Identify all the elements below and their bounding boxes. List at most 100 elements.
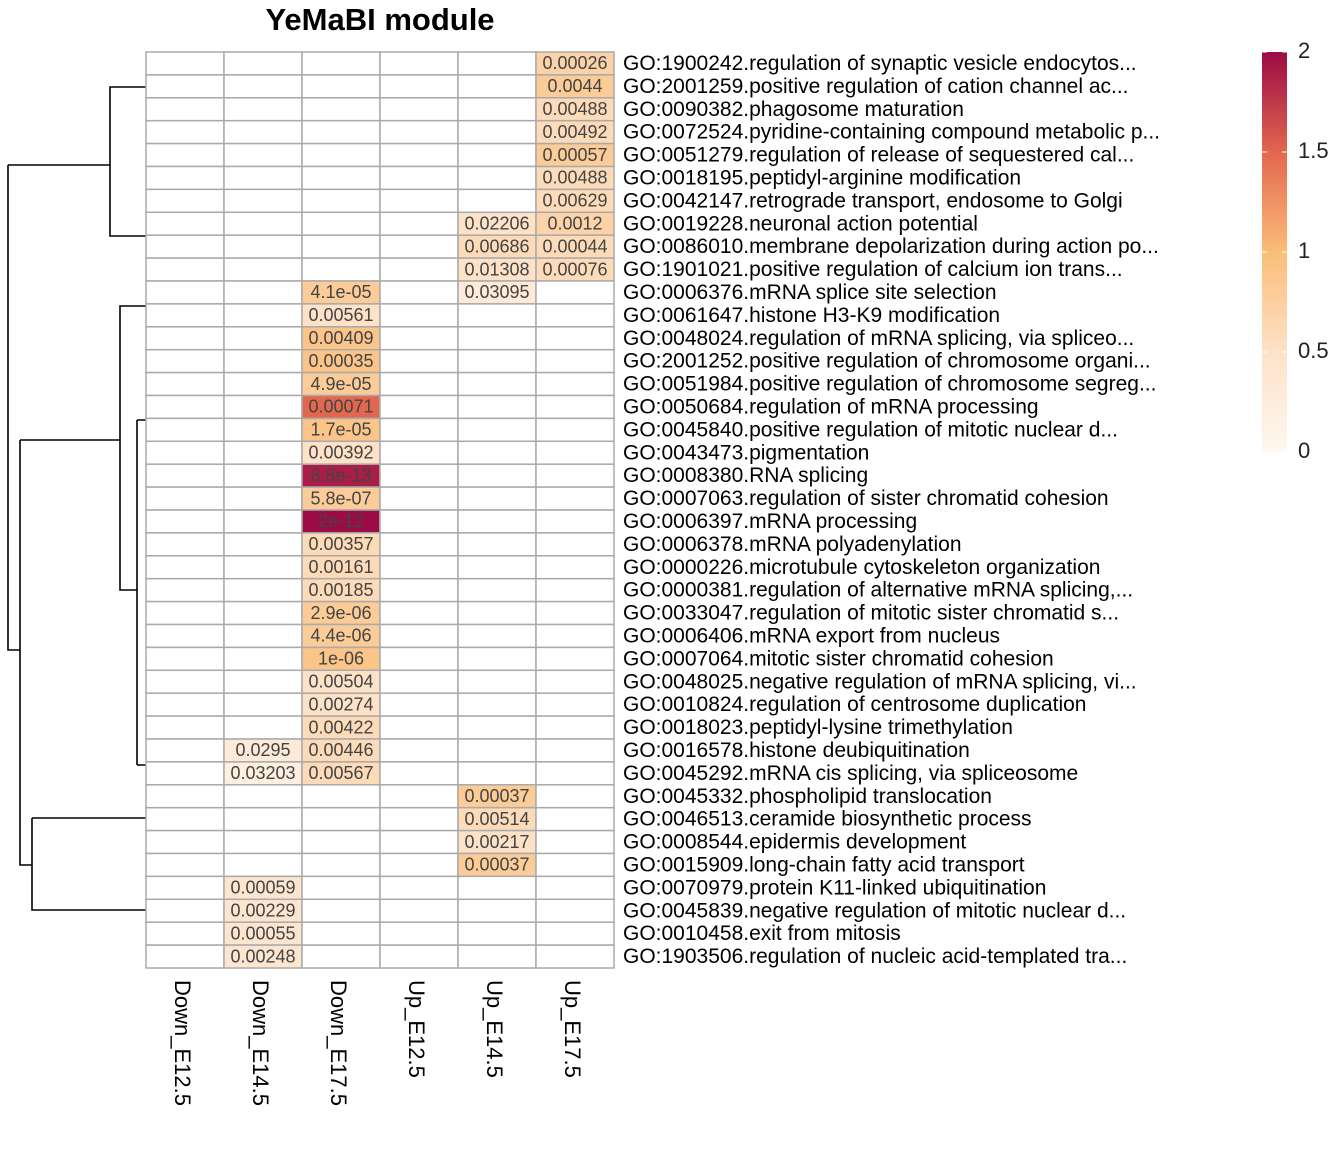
empty-cell bbox=[379, 852, 459, 878]
row-label: GO:0006378.mRNA polyadenylation bbox=[623, 533, 962, 556]
row-label: GO:0045332.phospholipid translocation bbox=[623, 785, 992, 808]
empty-cell bbox=[379, 394, 459, 420]
empty-cell bbox=[535, 371, 615, 397]
empty-cell bbox=[301, 944, 381, 969]
cell-label: 0.00059 bbox=[230, 878, 295, 898]
empty-cell bbox=[223, 97, 303, 122]
empty-cell bbox=[457, 669, 537, 694]
row-label: GO:0045839.negative regulation of mitoti… bbox=[623, 899, 1126, 922]
empty-cell bbox=[301, 898, 381, 923]
column-label: Up_E17.5 bbox=[560, 980, 585, 1078]
empty-cell bbox=[223, 74, 303, 99]
empty-cell bbox=[301, 74, 381, 99]
empty-cell bbox=[145, 142, 225, 168]
colorbar-tick-label: 2 bbox=[1298, 38, 1310, 63]
colorbar-tick-label: 1 bbox=[1298, 238, 1310, 263]
empty-cell bbox=[457, 532, 537, 557]
empty-cell bbox=[223, 417, 303, 443]
cell-label: 0.00229 bbox=[230, 901, 295, 921]
row-label: GO:0051279.regulation of release of sequ… bbox=[623, 144, 1134, 167]
empty-cell bbox=[457, 97, 537, 122]
cell-label: 1.7e-05 bbox=[310, 420, 371, 440]
empty-cell bbox=[379, 509, 459, 534]
empty-cell bbox=[145, 898, 225, 923]
cell-label: 0.00488 bbox=[542, 168, 607, 188]
empty-cell bbox=[223, 440, 303, 465]
empty-cell bbox=[223, 165, 303, 191]
empty-cell bbox=[379, 463, 459, 488]
empty-cell bbox=[535, 692, 615, 717]
row-label: GO:0010824.regulation of centrosome dupl… bbox=[623, 693, 1086, 716]
empty-cell bbox=[535, 875, 615, 901]
row-label: GO:0006397.mRNA processing bbox=[623, 510, 917, 533]
empty-cell bbox=[379, 440, 459, 465]
cell-label: 2.9e-06 bbox=[310, 603, 371, 623]
cell-label: 0.0295 bbox=[235, 740, 290, 760]
empty-cell bbox=[223, 646, 303, 672]
row-label: GO:0000226.microtubule cytoskeleton orga… bbox=[623, 556, 1100, 579]
empty-cell bbox=[457, 555, 537, 580]
empty-cell bbox=[145, 348, 225, 374]
row-label: GO:0061647.histone H3-K9 modification bbox=[623, 304, 1000, 327]
empty-cell bbox=[535, 280, 615, 305]
cell-label: 0.02206 bbox=[464, 214, 529, 234]
empty-cell bbox=[301, 188, 381, 214]
row-label: GO:0006406.mRNA export from nucleus bbox=[623, 624, 1000, 647]
empty-cell bbox=[379, 761, 459, 786]
row-label: GO:0033047.regulation of mitotic sister … bbox=[623, 602, 1119, 625]
empty-cell bbox=[457, 188, 537, 214]
empty-cell bbox=[145, 371, 225, 397]
empty-cell bbox=[457, 326, 537, 351]
cell-label: 0.01308 bbox=[464, 259, 529, 279]
empty-cell bbox=[535, 761, 615, 786]
empty-cell bbox=[223, 715, 303, 740]
empty-cell bbox=[457, 142, 537, 168]
colorbar-tick-label: 1.5 bbox=[1298, 138, 1329, 163]
row-label: GO:0070979.protein K11-linked ubiquitina… bbox=[623, 876, 1046, 899]
empty-cell bbox=[457, 371, 537, 397]
empty-cell bbox=[379, 669, 459, 694]
empty-cell bbox=[223, 509, 303, 534]
cell-label: 0.00035 bbox=[308, 351, 373, 371]
empty-cell bbox=[301, 165, 381, 191]
heatmap: 0.00026 0.0044 0.00488 0.00492 0.00057 0.0048… bbox=[145, 51, 615, 969]
empty-cell bbox=[223, 692, 303, 717]
empty-cell bbox=[379, 211, 459, 236]
empty-cell bbox=[223, 852, 303, 878]
empty-cell bbox=[145, 165, 225, 191]
empty-cell bbox=[301, 234, 381, 259]
empty-cell bbox=[145, 921, 225, 946]
empty-cell bbox=[379, 303, 459, 328]
row-label: GO:0015909.long-chain fatty acid transpo… bbox=[623, 853, 1025, 876]
row-label: GO:0090382.phagosome maturation bbox=[623, 98, 964, 121]
empty-cell bbox=[379, 348, 459, 374]
empty-cell bbox=[301, 142, 381, 168]
cell-label: 0.00409 bbox=[308, 328, 373, 348]
empty-cell bbox=[145, 486, 225, 511]
row-label: GO:1900242.regulation of synaptic vesicl… bbox=[623, 52, 1137, 75]
empty-cell bbox=[145, 463, 225, 488]
empty-cell bbox=[535, 806, 615, 832]
empty-cell bbox=[145, 784, 225, 809]
empty-cell bbox=[535, 715, 615, 740]
cell-label: 0.00492 bbox=[542, 122, 607, 142]
cell-label: 0.00561 bbox=[308, 305, 373, 325]
empty-cell bbox=[301, 921, 381, 946]
colorbar-tick-label: 0 bbox=[1298, 438, 1310, 463]
empty-cell bbox=[379, 142, 459, 168]
empty-cell bbox=[379, 417, 459, 443]
cell-label: 0.00044 bbox=[542, 236, 607, 256]
empty-cell bbox=[145, 600, 225, 626]
empty-cell bbox=[457, 921, 537, 946]
row-label: GO:0048025.negative regulation of mRNA s… bbox=[623, 670, 1137, 693]
row-label: GO:0050684.regulation of mRNA processing bbox=[623, 395, 1039, 418]
empty-cell bbox=[223, 142, 303, 168]
row-label: GO:0007064.mitotic sister chromatid cohe… bbox=[623, 647, 1054, 670]
column-label: Down_E17.5 bbox=[326, 980, 351, 1106]
empty-cell bbox=[145, 417, 225, 443]
empty-cell bbox=[379, 165, 459, 191]
row-label: GO:0045840.positive regulation of mitoti… bbox=[623, 418, 1118, 441]
empty-cell bbox=[223, 486, 303, 511]
empty-cell bbox=[379, 829, 459, 855]
